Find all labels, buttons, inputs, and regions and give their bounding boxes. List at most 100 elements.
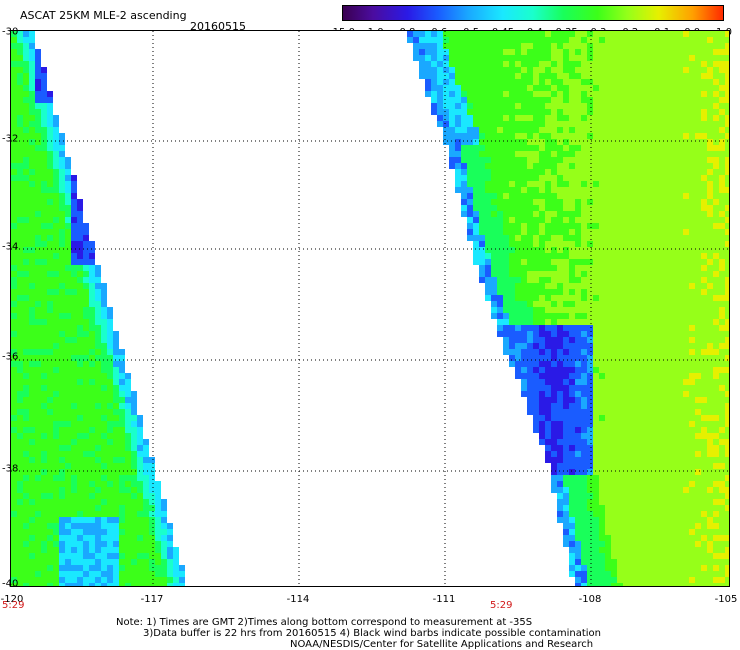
- swath-cell: [497, 325, 503, 331]
- swath-cell: [659, 505, 665, 511]
- swath-cell: [653, 169, 659, 175]
- swath-cell: [725, 499, 729, 505]
- swath-cell: [41, 427, 47, 433]
- swath-cell: [569, 295, 575, 301]
- swath-cell: [59, 397, 65, 403]
- swath-cell: [647, 133, 653, 139]
- swath-cell: [503, 85, 509, 91]
- swath-cell: [677, 367, 683, 373]
- swath-cell: [587, 481, 593, 487]
- swath-cell: [467, 37, 473, 43]
- swath-cell: [581, 427, 587, 433]
- swath-cell: [491, 67, 497, 73]
- swath-cell: [581, 511, 587, 517]
- swath-cell: [617, 229, 623, 235]
- swath-cell: [503, 325, 509, 331]
- swath-cell: [521, 163, 527, 169]
- swath-cell: [659, 145, 665, 151]
- swath-cell: [551, 103, 557, 109]
- swath-cell: [71, 481, 77, 487]
- swath-cell: [65, 517, 71, 523]
- swath-cell: [29, 235, 35, 241]
- swath-cell: [617, 415, 623, 421]
- swath-cell: [47, 349, 53, 355]
- swath-cell: [23, 385, 29, 391]
- swath-cell: [617, 241, 623, 247]
- swath-cell: [575, 217, 581, 223]
- swath-cell: [695, 37, 701, 43]
- swath-cell: [521, 133, 527, 139]
- swath-cell: [89, 331, 95, 337]
- swath-cell: [491, 199, 497, 205]
- swath-cell: [635, 493, 641, 499]
- swath-cell: [35, 337, 41, 343]
- swath-cell: [551, 229, 557, 235]
- swath-cell: [125, 409, 131, 415]
- swath-cell: [53, 223, 59, 229]
- swath-cell: [47, 103, 53, 109]
- swath-cell: [587, 247, 593, 253]
- swath-cell: [545, 427, 551, 433]
- swath-cell: [647, 283, 653, 289]
- swath-cell: [629, 247, 635, 253]
- swath-cell: [431, 49, 437, 55]
- swath-cell: [665, 61, 671, 67]
- swath-cell: [59, 493, 65, 499]
- swath-cell: [659, 199, 665, 205]
- swath-cell: [545, 175, 551, 181]
- swath-cell: [671, 415, 677, 421]
- swath-cell: [629, 337, 635, 343]
- swath-cell: [23, 175, 29, 181]
- swath-cell: [125, 487, 131, 493]
- swath-cell: [557, 415, 563, 421]
- swath-cell: [575, 409, 581, 415]
- swath-cell: [617, 139, 623, 145]
- swath-cell: [47, 283, 53, 289]
- swath-cell: [485, 67, 491, 73]
- swath-cell: [59, 421, 65, 427]
- swath-cell: [629, 67, 635, 73]
- swath-cell: [665, 37, 671, 43]
- swath-cell: [659, 277, 665, 283]
- swath-cell: [593, 319, 599, 325]
- swath-cell: [719, 151, 725, 157]
- swath-cell: [29, 103, 35, 109]
- swath-cell: [17, 517, 23, 523]
- swath-cell: [593, 199, 599, 205]
- swath-cell: [707, 523, 713, 529]
- swath-cell: [581, 337, 587, 343]
- swath-cell: [575, 385, 581, 391]
- swath-cell: [707, 31, 713, 37]
- swath-cell: [533, 121, 539, 127]
- swath-cell: [599, 331, 605, 337]
- swath-cell: [551, 175, 557, 181]
- swath-cell: [701, 73, 707, 79]
- swath-cell: [701, 373, 707, 379]
- swath-cell: [641, 481, 647, 487]
- swath-cell: [569, 55, 575, 61]
- swath-cell: [47, 343, 53, 349]
- swath-cell: [701, 319, 707, 325]
- swath-cell: [665, 391, 671, 397]
- swath-cell: [593, 499, 599, 505]
- swath-cell: [65, 415, 71, 421]
- swath-cell: [641, 313, 647, 319]
- swath-cell: [83, 289, 89, 295]
- swath-cell: [659, 493, 665, 499]
- swath-cell: [503, 163, 509, 169]
- swath-cell: [497, 247, 503, 253]
- swath-cell: [611, 397, 617, 403]
- swath-cell: [455, 49, 461, 55]
- swath-cell: [131, 451, 137, 457]
- swath-cell: [53, 487, 59, 493]
- swath-cell: [641, 463, 647, 469]
- swath-cell: [23, 181, 29, 187]
- swath-cell: [569, 235, 575, 241]
- swath-cell: [611, 151, 617, 157]
- swath-cell: [725, 439, 729, 445]
- swath-cell: [23, 133, 29, 139]
- swath-cell: [95, 511, 101, 517]
- swath-cell: [647, 517, 653, 523]
- swath-cell: [599, 505, 605, 511]
- swath-cell: [101, 553, 107, 559]
